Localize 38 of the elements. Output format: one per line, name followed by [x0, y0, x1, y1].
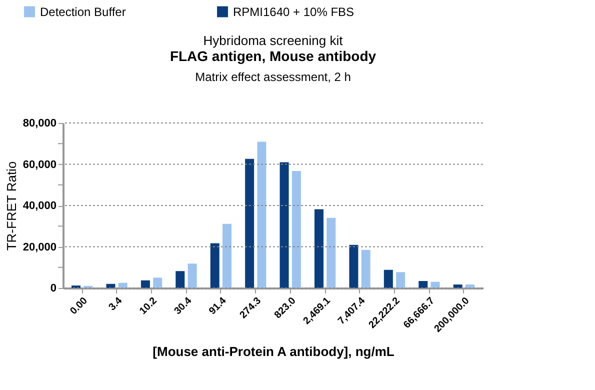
- chart-subtitle: Matrix effect assessment, 2 h: [195, 70, 351, 84]
- bar: [292, 171, 301, 288]
- legend-label: RPMI1640 + 10% FBS: [233, 4, 354, 19]
- bar: [118, 282, 128, 288]
- bar: [396, 272, 406, 288]
- y-tick-label: 40,000: [22, 200, 56, 212]
- bar: [314, 209, 324, 288]
- bar: [361, 250, 370, 288]
- bar: [465, 284, 474, 288]
- bar: [384, 270, 393, 288]
- x-tick-label: 91.4: [207, 295, 230, 318]
- bar: [245, 158, 254, 288]
- legend-label: Detection Buffer: [40, 4, 126, 19]
- bar: [349, 244, 358, 288]
- y-axis-title: TR-FRET Ratio: [4, 161, 19, 251]
- bar: [418, 280, 428, 288]
- bar: [106, 284, 116, 288]
- bar: [280, 162, 289, 288]
- bar: [210, 243, 220, 288]
- bar: [140, 280, 150, 288]
- bar: [153, 278, 162, 288]
- x-tick-label: 3.4: [106, 295, 125, 314]
- x-axis-title: [Mouse anti-Protein A antibody], ng/mL: [152, 344, 394, 360]
- bar: [430, 282, 440, 288]
- bar: [188, 264, 197, 288]
- y-tick-label: 60,000: [22, 158, 56, 171]
- y-tick-label: 80,000: [22, 118, 56, 130]
- bar: [326, 218, 336, 288]
- chart-title: FLAG antigen, Mouse antibody: [170, 48, 376, 64]
- x-tick-label: 30.4: [172, 295, 194, 318]
- y-tick-label: 0: [50, 282, 56, 294]
- text: Hybridoma screening kit: [203, 33, 344, 48]
- x-tick-label: 0.00: [68, 295, 90, 318]
- bar: [257, 142, 266, 288]
- bar: [453, 284, 462, 288]
- bar: [176, 271, 185, 288]
- y-tick-label: 20,000: [22, 241, 56, 254]
- bar: [222, 224, 232, 288]
